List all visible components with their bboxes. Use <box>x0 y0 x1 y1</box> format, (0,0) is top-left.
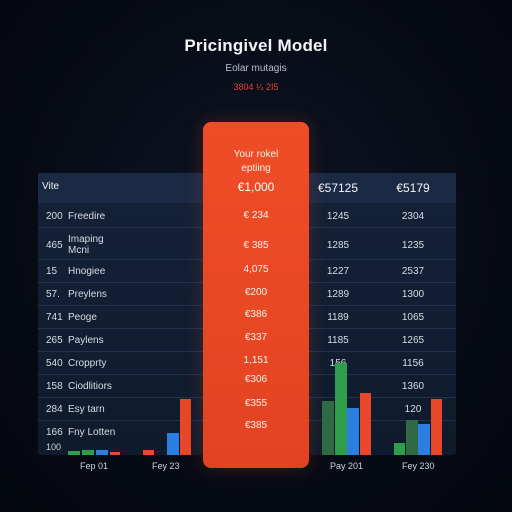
featured-value: € 385 <box>243 240 269 251</box>
row-col3: 1265 <box>401 335 425 346</box>
row-number: 741 <box>46 312 63 323</box>
decorative-bar <box>360 393 371 455</box>
row-name: Hnogiee <box>68 266 106 277</box>
featured-value: €200 <box>244 287 268 298</box>
row-number: 15 <box>46 266 58 277</box>
row-name: Preylens <box>68 289 107 300</box>
page-title: Pricingivel Model <box>184 36 328 55</box>
decorative-bar <box>82 450 94 455</box>
featured-value: €337 <box>244 332 268 343</box>
row-col2: 1227 <box>326 266 350 277</box>
row-number: 284 <box>46 404 63 415</box>
featured-value: 1,151 <box>243 355 269 366</box>
row-name: Ciodlitiors <box>68 381 112 392</box>
decorative-bar <box>347 408 359 455</box>
featured-plan-title: Your rokel eptiing <box>203 148 309 176</box>
row-col2: 1189 <box>327 312 349 323</box>
featured-value: € 234 <box>243 210 269 221</box>
row-col2: 1245 <box>326 211 350 222</box>
row-number: 166 <box>46 427 63 438</box>
featured-value: €385 <box>244 420 268 431</box>
row-col3: 2304 <box>401 211 425 222</box>
row-col3: 120 <box>404 404 422 415</box>
row-name: Freedire <box>68 211 106 222</box>
decorative-bar <box>180 399 191 455</box>
decorative-bar <box>394 443 405 455</box>
row-col2: 1185 <box>327 335 349 346</box>
row-number: 158 <box>46 381 63 392</box>
featured-plan-price: €1,000 <box>237 180 275 194</box>
row-number: 465 <box>46 240 63 251</box>
decorative-bar <box>167 433 179 455</box>
date-range: 3804 ¼ 2I5 <box>233 82 279 92</box>
x-axis-label: Fep 01 <box>80 461 109 471</box>
featured-value: €355 <box>244 398 268 409</box>
col3-header[interactable]: €5179 <box>396 181 430 195</box>
row-col3: 2537 <box>401 266 425 277</box>
row-number: 57. <box>46 289 60 300</box>
x-axis-label: Fey 23 <box>152 461 180 471</box>
decorative-bar <box>143 450 154 455</box>
featured-title-line1: Your rokel <box>233 149 279 160</box>
col2-header[interactable]: €57125 <box>317 181 359 195</box>
x-axis-label: Pay 201 <box>330 461 364 471</box>
featured-value: €306 <box>244 374 268 385</box>
row-col3: 1360 <box>401 381 425 392</box>
page-subtitle: Eolar mutagis <box>225 63 287 74</box>
featured-title-line2: eptiing <box>241 163 271 174</box>
decorative-bar <box>406 420 418 455</box>
axis-label: 100 <box>46 442 62 452</box>
decorative-bar <box>96 450 108 455</box>
x-axis-label: Fey 230 <box>402 461 435 471</box>
row-col3: 1300 <box>401 289 425 300</box>
row-name: Fny Lotten <box>68 427 116 438</box>
row-col3: 1156 <box>402 358 424 369</box>
row-col2: 1289 <box>326 289 350 300</box>
row-name: Cropprty <box>68 358 107 369</box>
decorative-bar <box>322 401 334 455</box>
decorative-bar <box>68 451 80 455</box>
featured-plan-card[interactable]: Your rokel eptiing €1,000 € 234 € 385 4,… <box>203 122 309 468</box>
row-name: Peoge <box>68 312 97 323</box>
decorative-bar <box>431 399 442 455</box>
row-col3: 1065 <box>401 312 425 323</box>
row-name: Paylens <box>68 335 104 346</box>
featured-value: 4,075 <box>243 264 269 275</box>
row-col2: 1285 <box>326 240 350 251</box>
corner-label: Vite <box>42 181 60 192</box>
decorative-bar <box>110 452 120 455</box>
table-row[interactable]: 166 Fny Lotten <box>38 421 456 443</box>
row-name: Esy tarn <box>68 404 105 415</box>
row-number: 265 <box>46 335 63 346</box>
row-col3: 1235 <box>401 240 425 251</box>
row-number: 200 <box>46 211 63 222</box>
decorative-bar <box>335 363 347 455</box>
row-name: Imaping Mcni <box>68 234 104 256</box>
decorative-bar <box>418 424 430 455</box>
row-number: 540 <box>46 358 63 369</box>
featured-value: €386 <box>244 309 268 320</box>
